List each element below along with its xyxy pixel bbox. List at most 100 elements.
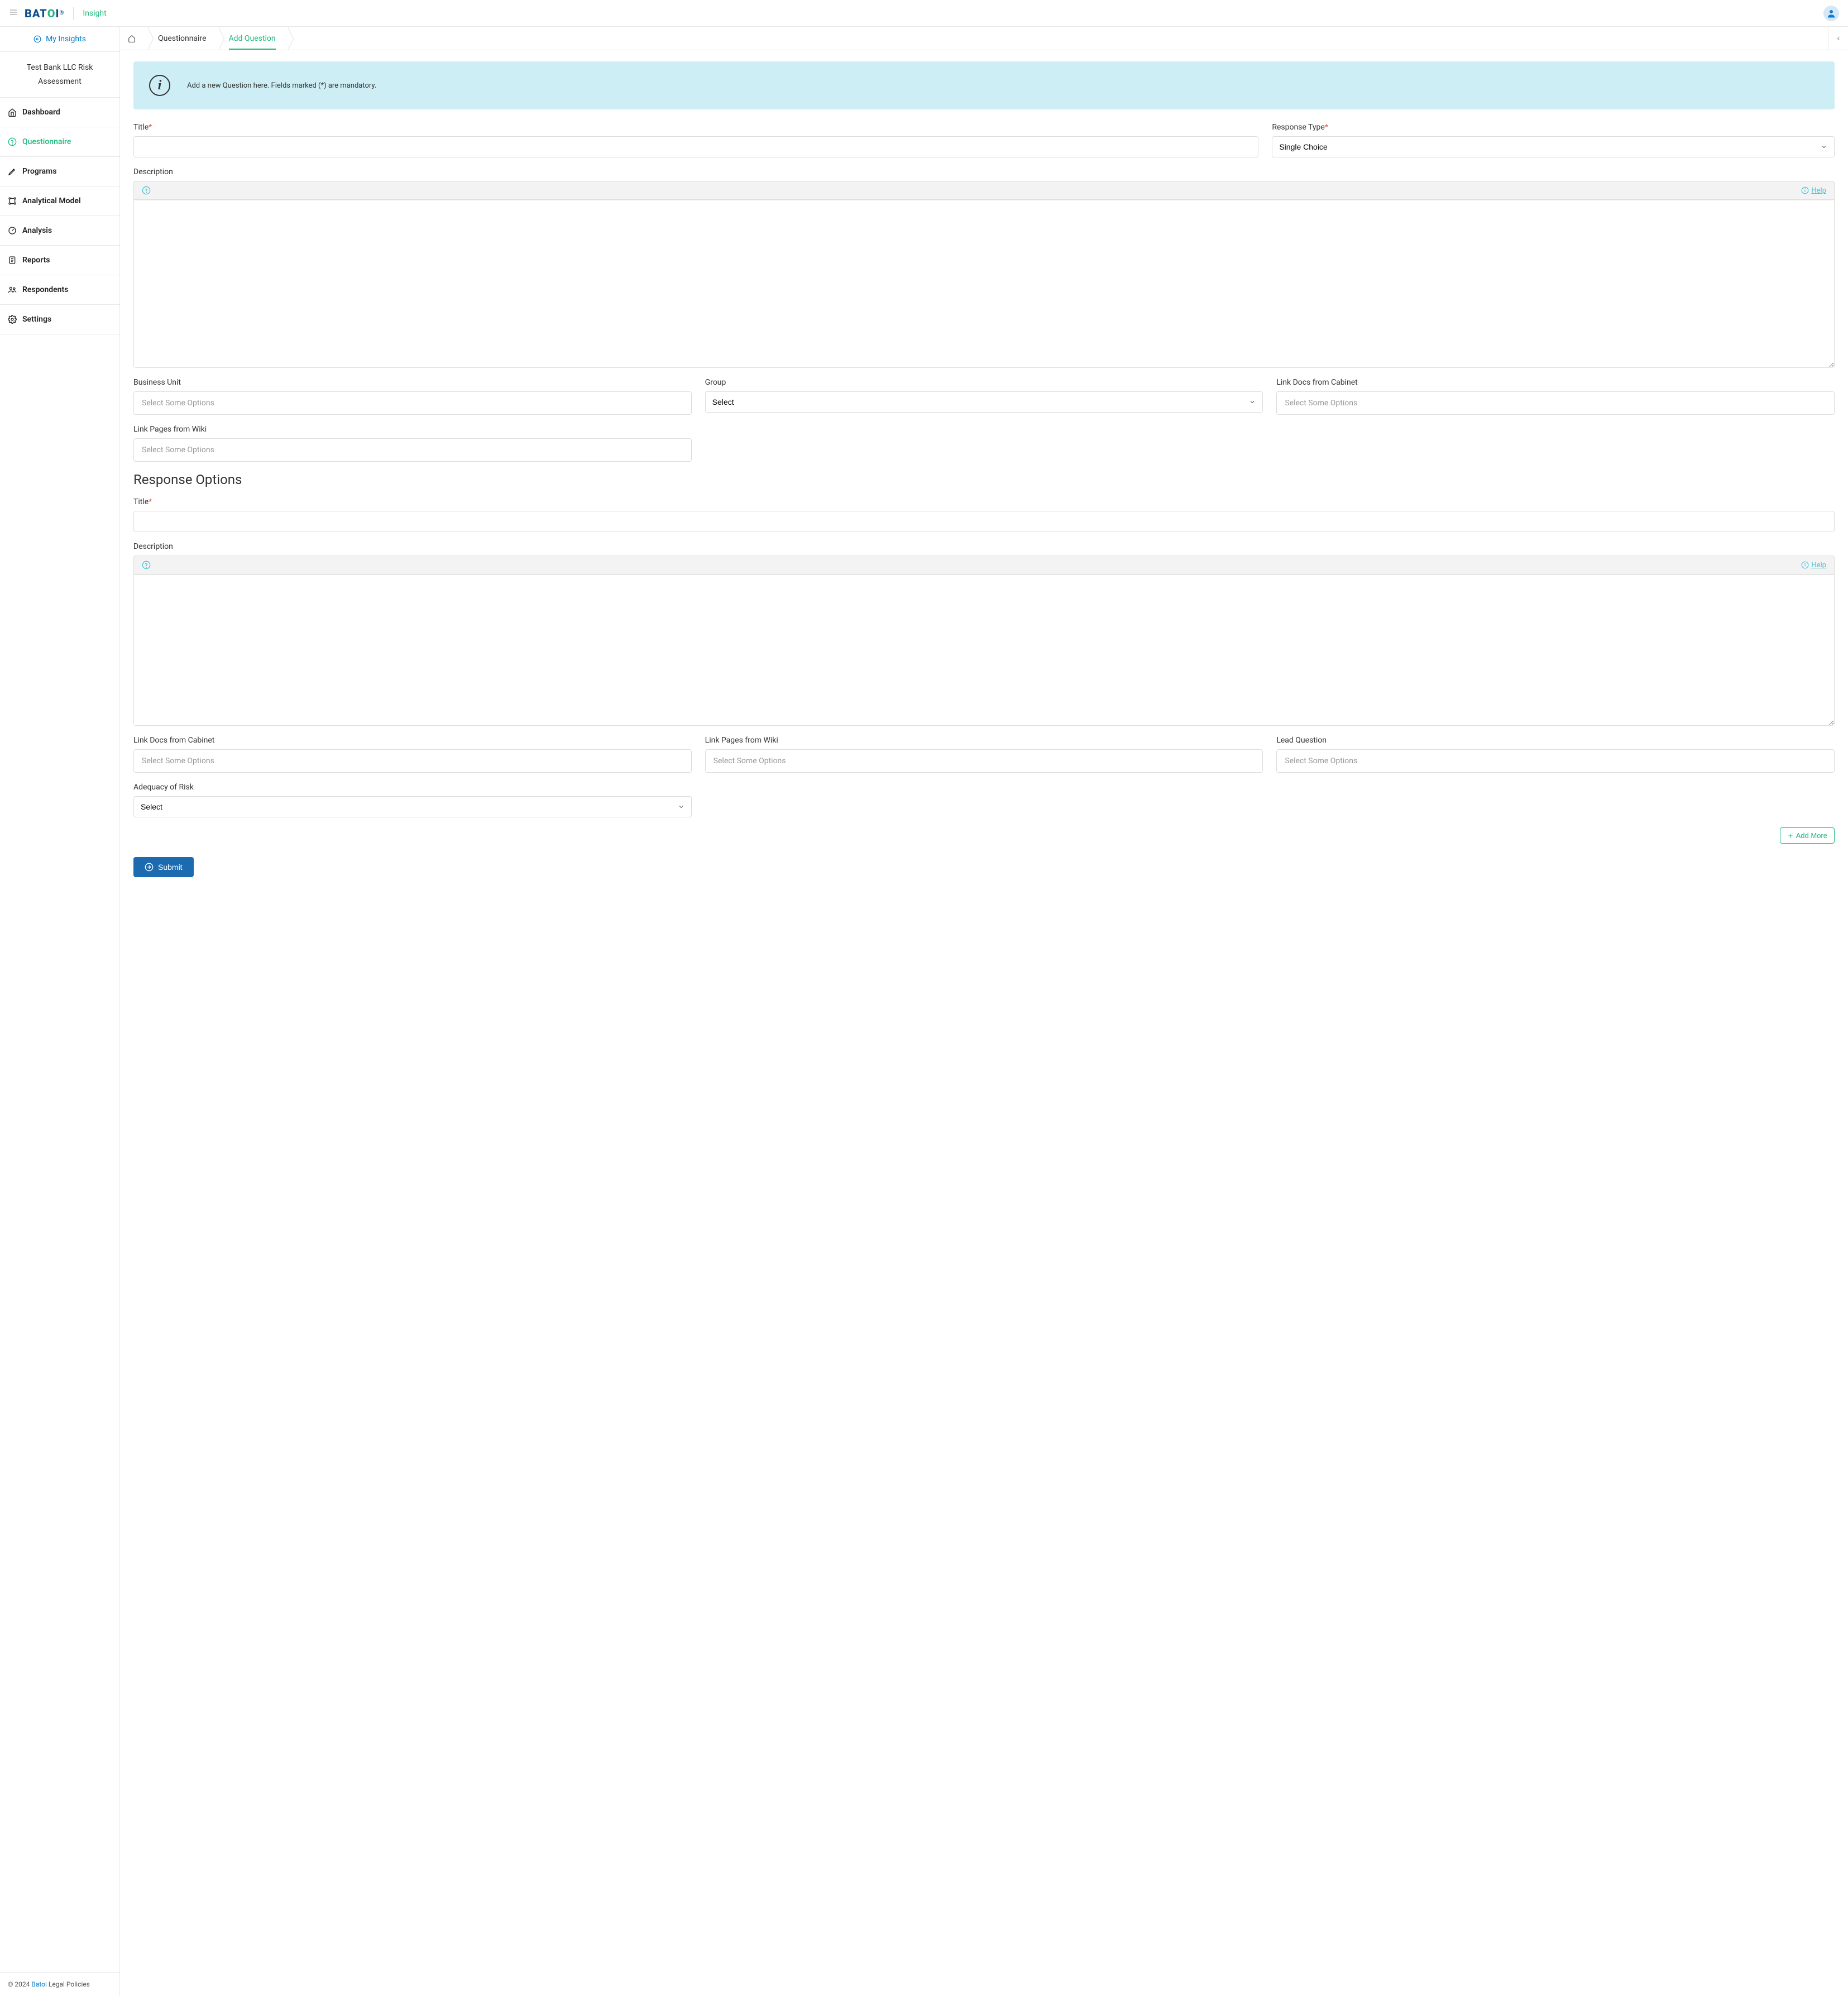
ro-link-docs-select[interactable]: Select Some Options [133,749,692,773]
editor-help-link[interactable]: Help [1801,186,1826,195]
ro-adequacy-label: Adequacy of Risk [133,783,692,792]
users-icon [8,285,17,294]
group-select[interactable]: Select [705,391,1263,413]
add-more-label: Add More [1796,831,1827,840]
description-editor: Help [133,181,1835,368]
breadcrumb-home[interactable] [120,27,148,50]
pen-icon [8,167,17,176]
response-type-select[interactable]: Single Choice [1272,136,1835,157]
response-type-label: Response Type* [1272,123,1835,132]
link-docs-select[interactable]: Select Some Options [1276,391,1835,415]
group-label: Group [705,378,1263,387]
help-label: Help [1811,186,1826,195]
ro-link-wiki-select[interactable]: Select Some Options [705,749,1263,773]
back-label: My Insights [46,35,86,44]
top-header: BATOI® Insight [0,0,1848,27]
app-name[interactable]: Insight [83,9,106,18]
description-textarea[interactable] [134,200,1834,367]
model-icon [8,197,17,205]
sidebar-item-label: Programs [22,167,56,176]
response-options-heading: Response Options [133,472,1835,487]
link-wiki-label: Link Pages from Wiki [133,425,692,434]
title-label: Title* [133,123,1258,132]
ro-adequacy-select[interactable]: Select [133,796,692,817]
title-input[interactable] [133,136,1258,157]
sidebar-item-respondents[interactable]: Respondents [0,275,119,305]
breadcrumb: Questionnaire Add Question [120,27,1848,50]
report-icon [8,256,17,265]
footer: © 2024 Batoi Legal Policies [0,1972,119,1996]
sidebar-item-programs[interactable]: Programs [0,156,119,186]
logo-text: I [56,7,60,20]
sidebar-item-analytical-model[interactable]: Analytical Model [0,186,119,216]
sidebar-nav: Dashboard Questionnaire Programs Analyti… [0,98,119,1972]
breadcrumb-add-question[interactable]: Add Question [219,27,288,50]
question-icon[interactable] [142,561,151,569]
sidebar: My Insights Test Bank LLC Risk Assessmen… [0,27,120,1996]
info-icon [1801,561,1809,569]
crumb-label: Add Question [229,34,276,50]
business-unit-label: Business Unit [133,378,692,387]
ro-lead-question-label: Lead Question [1276,736,1835,745]
home-icon [8,108,17,117]
copyright-prefix: © 2024 [8,1980,31,1988]
breadcrumb-questionnaire[interactable]: Questionnaire [148,27,219,50]
ro-description-textarea[interactable] [134,575,1834,725]
sidebar-item-label: Analysis [22,226,52,235]
gauge-icon [8,226,17,235]
business-unit-select[interactable]: Select Some Options [133,391,692,415]
chevron-left-icon [1835,35,1842,42]
ro-description-editor: Help [133,556,1835,726]
logo-text: O [47,7,56,20]
sidebar-item-label: Reports [22,256,50,265]
sidebar-item-label: Dashboard [22,108,60,117]
home-icon [128,35,136,42]
ro-link-wiki-label: Link Pages from Wiki [705,736,1263,745]
add-more-button[interactable]: Add More [1780,827,1835,844]
submit-button[interactable]: Submit [133,857,194,877]
logo-text: BAT [25,7,47,20]
logo-mark: ® [59,10,64,16]
ro-title-input[interactable] [133,511,1835,532]
ro-link-docs-label: Link Docs from Cabinet [133,736,692,745]
description-label: Description [133,167,1835,176]
footer-brand-link[interactable]: Batoi [31,1980,47,1988]
submit-icon [145,863,154,872]
help-label: Help [1811,561,1826,569]
sidebar-item-questionnaire[interactable]: Questionnaire [0,127,119,157]
label-text: Response Type [1272,123,1324,132]
sidebar-item-settings[interactable]: Settings [0,304,119,334]
submit-label: Submit [158,863,183,872]
menu-toggle-icon[interactable] [9,8,18,19]
editor-help-link[interactable]: Help [1801,561,1826,569]
gear-icon [8,315,17,324]
required-mark: * [1325,123,1328,132]
ro-title-label: Title* [133,497,1835,506]
sidebar-item-label: Analytical Model [22,197,81,205]
question-icon[interactable] [142,186,151,195]
back-arrow-icon [33,35,41,43]
sidebar-item-analysis[interactable]: Analysis [0,216,119,246]
sidebar-item-reports[interactable]: Reports [0,245,119,275]
user-avatar[interactable] [1823,6,1839,21]
divider [73,7,74,20]
logo[interactable]: BATOI® [25,7,64,20]
collapse-toggle[interactable] [1828,27,1848,50]
crumb-label: Questionnaire [158,34,207,43]
editor-toolbar: Help [134,181,1834,200]
project-name: Test Bank LLC Risk Assessment [0,52,119,98]
plus-icon [1787,832,1794,839]
question-icon [8,137,17,146]
editor-toolbar: Help [134,556,1834,575]
required-mark: * [149,123,152,132]
banner-text: Add a new Question here. Fields marked (… [187,82,376,90]
sidebar-item-dashboard[interactable]: Dashboard [0,97,119,127]
ro-description-label: Description [133,542,1835,551]
main-content: Questionnaire Add Question i Add a new Q… [120,27,1848,1996]
link-wiki-select[interactable]: Select Some Options [133,438,692,462]
back-to-insights[interactable]: My Insights [0,27,119,52]
footer-legal: Legal Policies [47,1980,90,1988]
info-icon: i [149,75,170,96]
ro-lead-question-select[interactable]: Select Some Options [1276,749,1835,773]
info-banner: i Add a new Question here. Fields marked… [133,61,1835,109]
